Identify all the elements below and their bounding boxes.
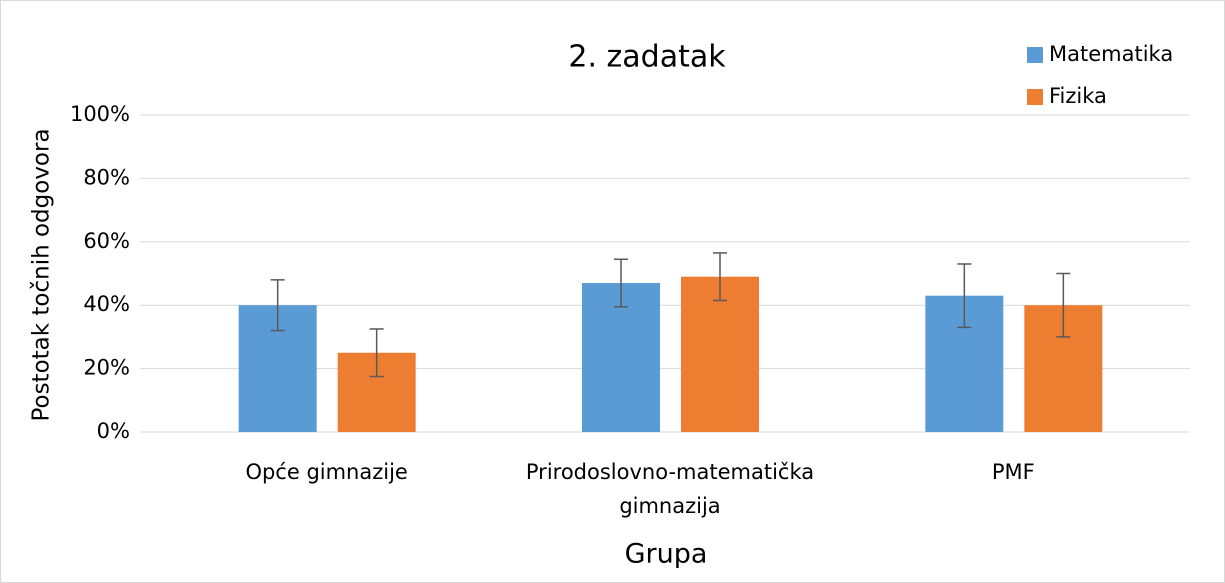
x-axis-label: Grupa [625, 539, 708, 570]
error-bar [713, 252, 727, 302]
bar [582, 283, 660, 432]
y-tick-label: 60% [83, 229, 130, 253]
legend-swatch [1027, 47, 1043, 63]
legend-label: Matematika [1049, 42, 1173, 66]
x-tick-label: Prirodoslovno-matematička gimnazija [525, 460, 815, 518]
y-axis-label: Postotak točnih odgovora [29, 128, 55, 421]
chart-title: 2. zadatak [568, 40, 726, 75]
legend-label: Fizika [1049, 84, 1107, 108]
x-tick-label: Opće gimnazije [245, 460, 408, 484]
y-tick-label: 100% [70, 102, 130, 126]
y-tick-label: 20% [83, 356, 130, 380]
error-bar [369, 328, 384, 378]
y-tick-label: 0% [97, 419, 130, 443]
error-bar [270, 279, 285, 332]
y-tick-label: 40% [83, 292, 130, 316]
legend-swatch [1027, 89, 1043, 105]
error-bar [614, 258, 628, 308]
x-tick-label: PMF [991, 460, 1035, 484]
bar [681, 276, 759, 432]
error-bar [1056, 272, 1071, 338]
error-bar [957, 263, 972, 329]
y-tick-label: 80% [83, 165, 130, 189]
